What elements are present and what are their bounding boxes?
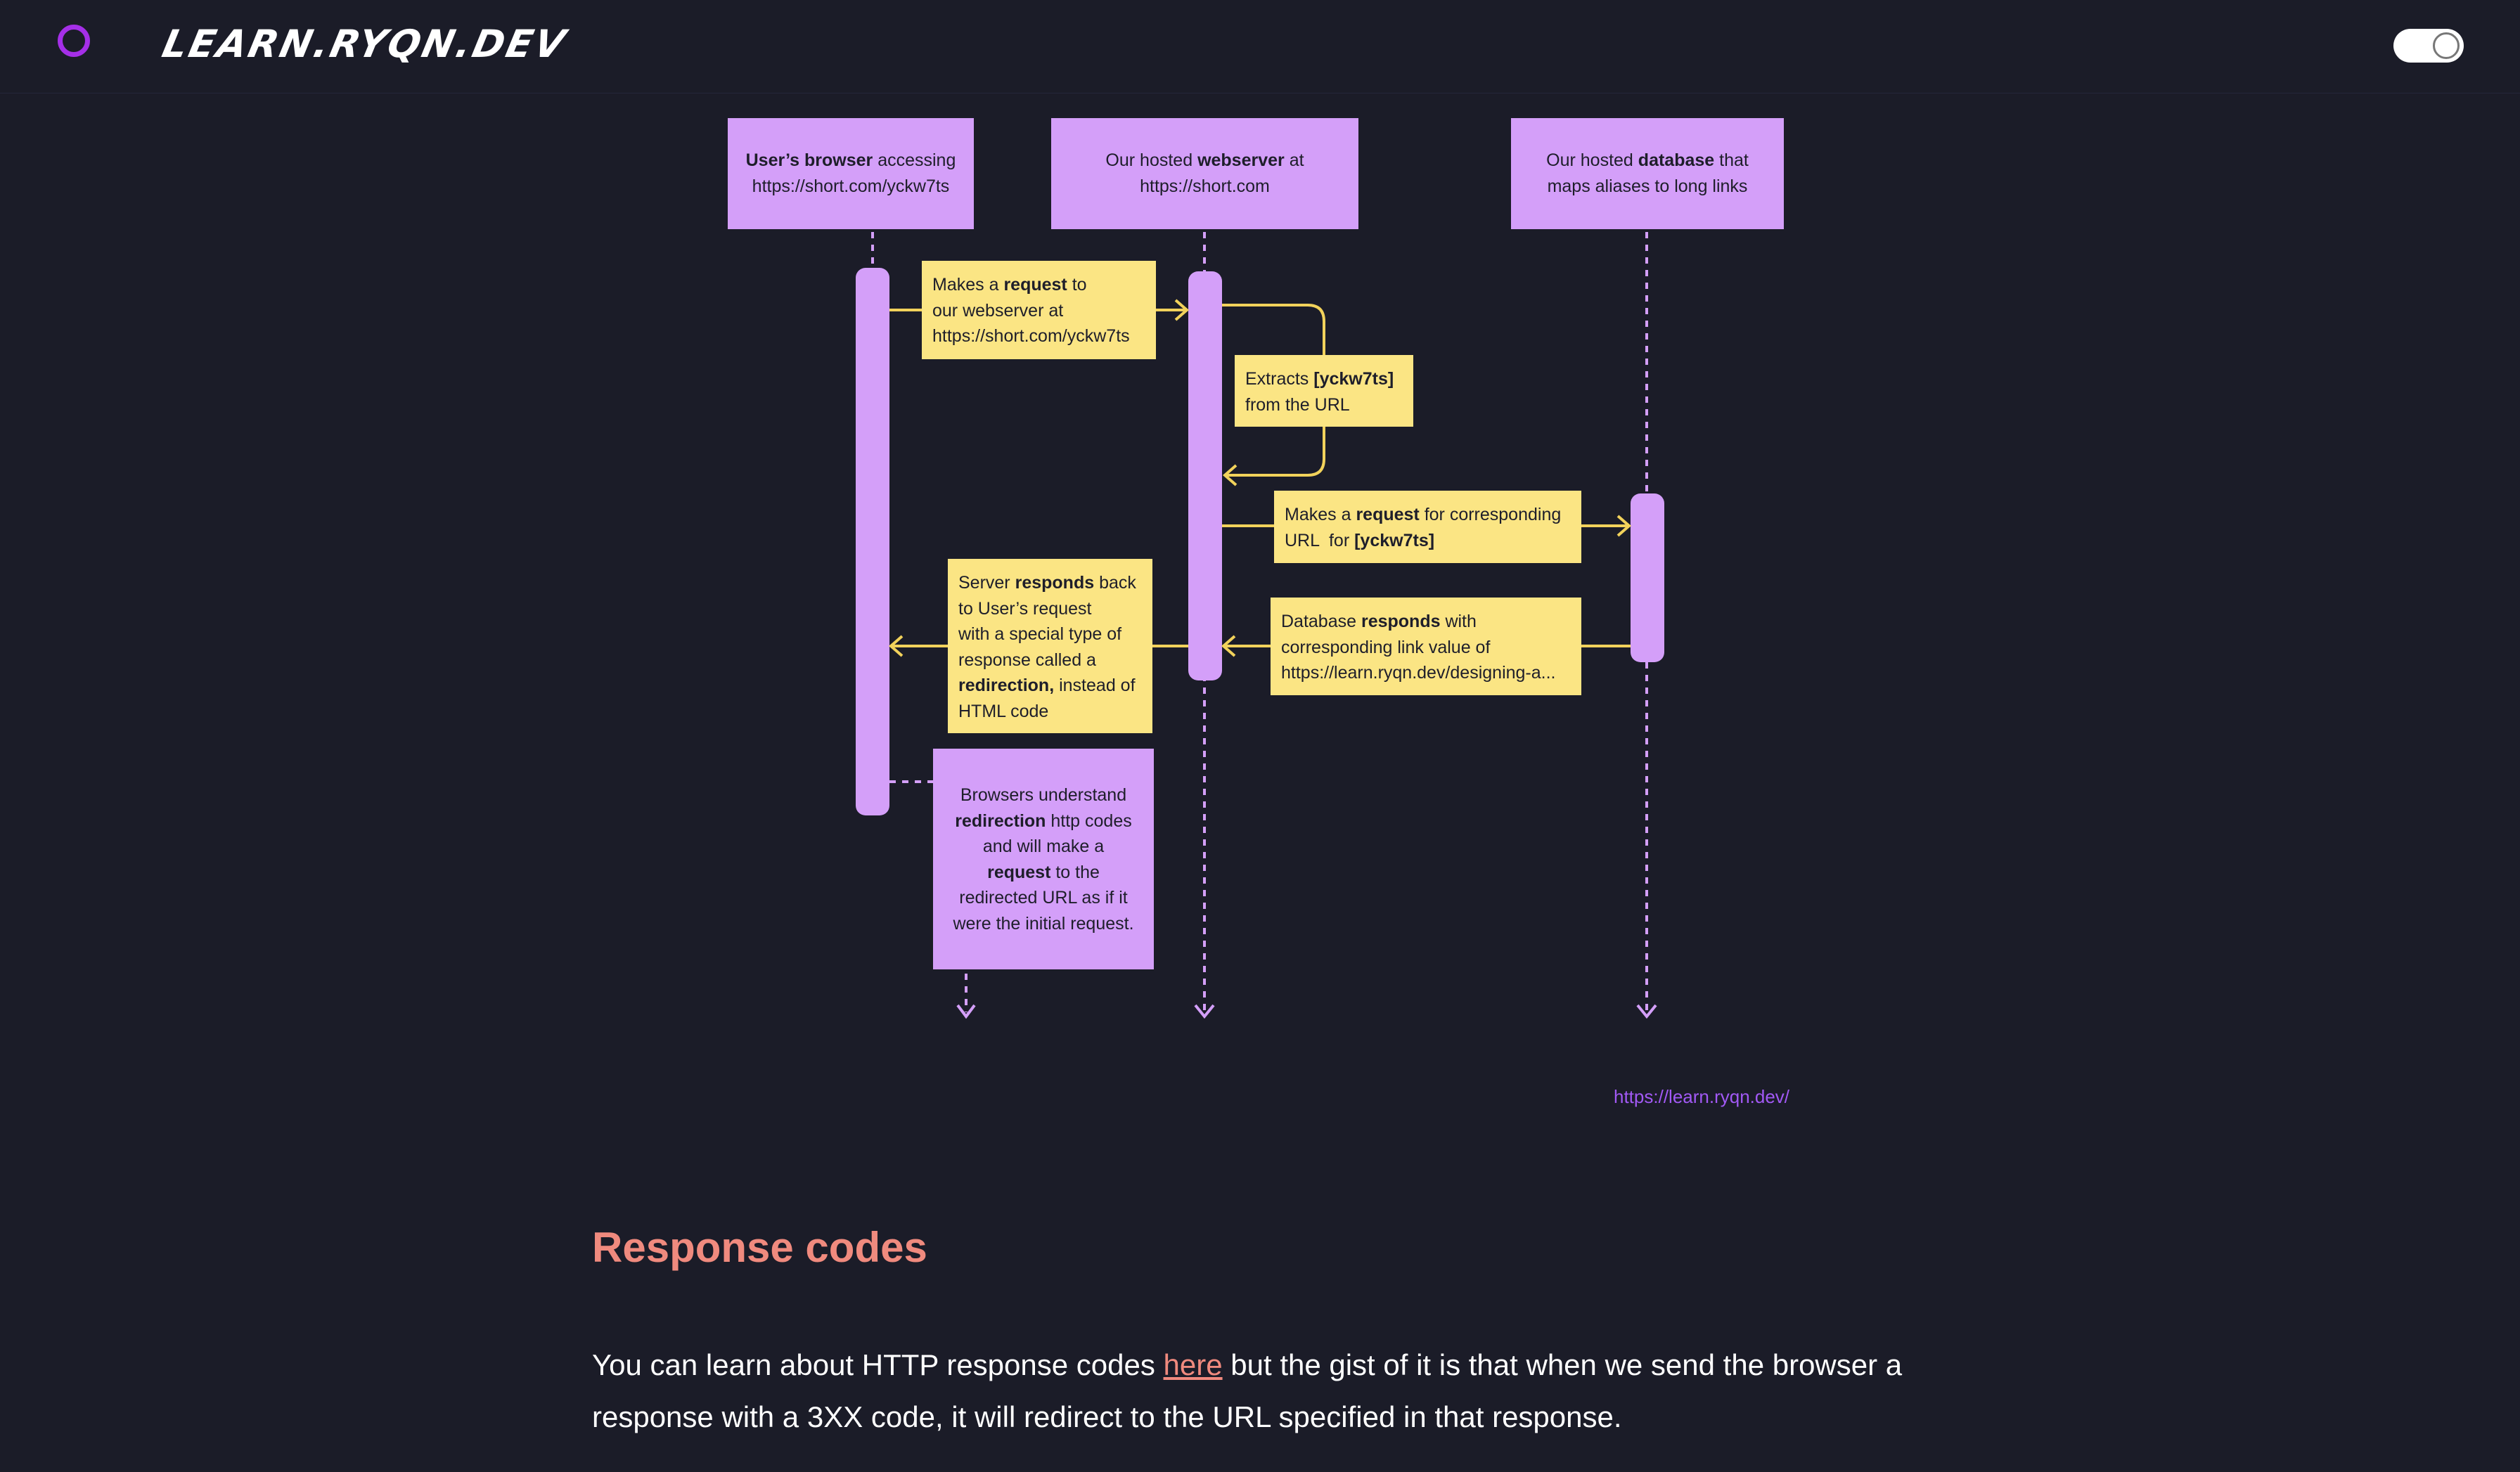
note-bold: request [1356, 505, 1420, 524]
actor-browser-post: accessing [873, 150, 956, 170]
webserver-activation-bar [1188, 271, 1222, 680]
note-text: Extracts [1245, 369, 1314, 389]
redirect-end-arrow-icon [956, 1004, 976, 1019]
section-heading: Response codes [592, 1224, 927, 1271]
logo-circle-icon[interactable] [58, 25, 90, 57]
note-text: https://learn.ryqn.dev/designing-a... [1281, 663, 1556, 683]
note-bold: responds [1361, 612, 1441, 631]
actor-webserver-bold: webserver [1197, 150, 1285, 170]
note-text: to [1067, 275, 1087, 295]
database-activation-bar [1631, 493, 1664, 662]
note-text: Browsers understand [960, 785, 1127, 805]
note-text: Database [1281, 612, 1361, 631]
note-text: Makes a [932, 275, 1004, 295]
note-text: Makes a [1285, 505, 1356, 524]
note-text: HTML code [958, 701, 1049, 721]
browser-activation-bar [856, 268, 889, 815]
note-text: with [1440, 612, 1477, 631]
paragraph-text: You can learn about HTTP response codes [592, 1348, 1164, 1381]
note-text: to User’s request [958, 598, 1092, 619]
note-bold: [yckw7ts] [1313, 369, 1394, 389]
actor-browser-bold: User’s browser [745, 150, 873, 170]
note-text: were the initial request. [953, 913, 1134, 934]
actor-webserver-pre: Our hosted [1105, 150, 1198, 170]
diagram-credit-link[interactable]: https://learn.ryqn.dev/ [1614, 1086, 1790, 1107]
note-extracts: Extracts [yckw7ts] from the URL [1235, 355, 1413, 427]
note-server-responds: Server responds back to User’s request w… [948, 559, 1152, 733]
note-text: for corresponding [1419, 505, 1562, 524]
note-text: with a special type of [958, 624, 1122, 644]
note-db-responds: Database responds with corresponding lin… [1271, 598, 1581, 695]
response-codes-link[interactable]: here [1163, 1348, 1223, 1381]
note-bold: redirection, [958, 676, 1055, 695]
database-end-arrow-icon [1636, 1004, 1657, 1019]
note-text: from the URL [1245, 394, 1350, 415]
db-response-arrowhead-icon [1221, 635, 1236, 657]
request-arrowhead-2-icon [1616, 515, 1632, 537]
note-bold: redirection [955, 811, 1046, 831]
actor-browser-line2: https://short.com/yckw7ts [752, 176, 950, 196]
note-text: redirected URL as if it [959, 888, 1128, 908]
toggle-knob-icon [2433, 32, 2460, 59]
actor-database-bold: database [1638, 150, 1715, 170]
note-text: back [1094, 573, 1136, 593]
note-bold: responds [1015, 573, 1095, 593]
webserver-end-arrow-icon [1194, 1004, 1215, 1019]
note-text: corresponding link value of [1281, 637, 1491, 657]
actor-database-box: Our hosted database that maps aliases to… [1511, 118, 1784, 229]
note-text: http codes [1046, 811, 1132, 831]
note-text: and will make a [982, 837, 1105, 856]
note-browser-redirect: Browsers understand redirection http cod… [933, 749, 1154, 969]
actor-database-post: that [1714, 150, 1749, 170]
server-response-arrowhead-icon [888, 635, 904, 657]
self-loop-arrowhead-icon [1222, 464, 1238, 486]
note-request-webserver: Makes a request to our webserver at http… [922, 261, 1156, 359]
note-bold: [yckw7ts] [1354, 530, 1435, 550]
note-text: response called a [958, 650, 1096, 670]
theme-toggle[interactable] [2393, 29, 2464, 63]
note-text: instead of [1054, 676, 1136, 695]
note-request-db: Makes a request for corresponding URL fo… [1274, 491, 1581, 563]
actor-database-pre: Our hosted [1546, 150, 1638, 170]
actor-browser-box: User’s browser accessing https://short.c… [728, 118, 974, 229]
note-text: URL for [1285, 530, 1355, 550]
request-arrowhead-1-icon [1174, 299, 1190, 321]
body-paragraph: You can learn about HTTP response codes … [592, 1339, 1928, 1443]
actor-webserver-line2: https://short.com [1140, 176, 1270, 196]
note-text: our webserver at [932, 300, 1064, 321]
note-bold: request [1003, 275, 1067, 295]
self-loop-arrow [1222, 304, 1325, 477]
actor-webserver-post: at [1284, 150, 1304, 170]
note-bold: request [987, 862, 1051, 882]
note-text: to the [1050, 862, 1100, 882]
actor-database-line2: maps aliases to long links [1547, 176, 1748, 196]
actor-webserver-box: Our hosted webserver at https://short.co… [1051, 118, 1358, 229]
note-text: Server [958, 573, 1015, 593]
note-text: https://short.com/yckw7ts [932, 326, 1130, 346]
paragraph-text: but the gist of it is that when we send … [592, 1348, 1903, 1433]
top-bar: LEARN.RYQN.DEV [0, 0, 2520, 93]
